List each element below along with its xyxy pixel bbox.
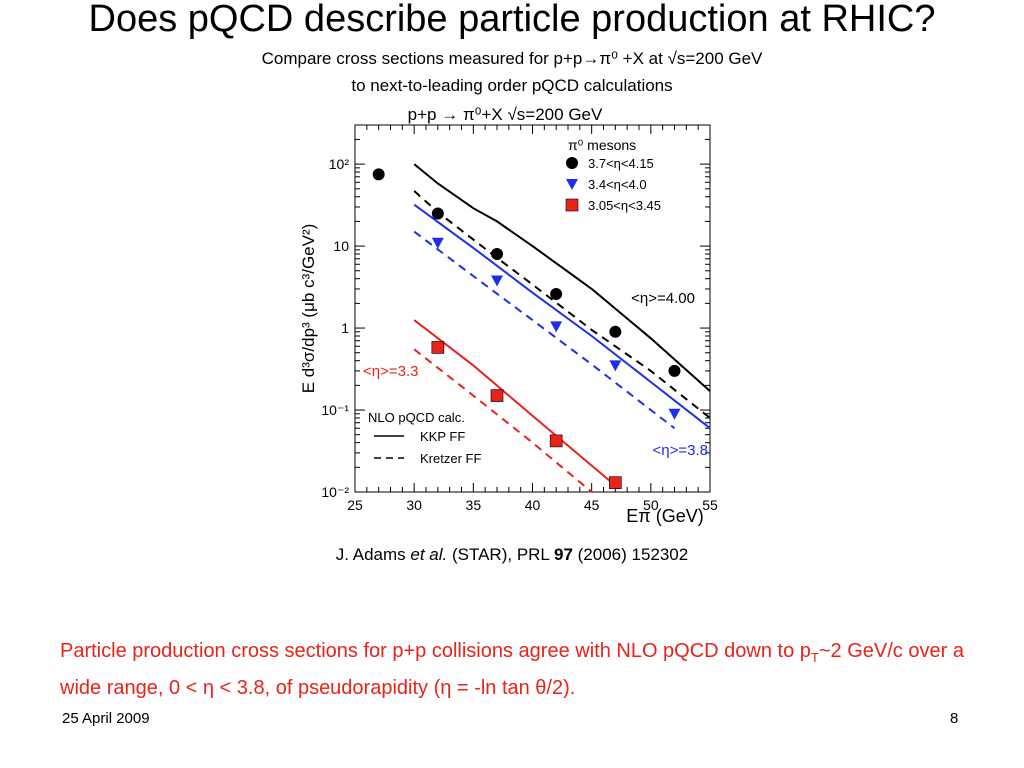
slide-title: Does pQCD describe particle production a… — [88, 0, 936, 40]
legend-label: 3.4<η<4.0 — [588, 177, 647, 192]
y-tick-label: 10² — [329, 156, 350, 172]
citation-mid: (STAR), PRL — [447, 545, 554, 564]
subtitle-line-2: to next-to-leading order pQCD calculatio… — [351, 76, 673, 95]
nlo-legend-title: NLO pQCD calc. — [368, 410, 465, 425]
data-point — [431, 207, 444, 220]
legend-label: 3.05<η<3.45 — [588, 198, 661, 213]
data-point — [491, 248, 503, 261]
x-tick-label: 30 — [406, 497, 422, 513]
y-tick-label: 1 — [341, 320, 349, 336]
nlo-curve — [413, 230, 676, 429]
legend-marker — [565, 198, 579, 212]
axis-labels: p+p → π⁰+X √s=200 GeV Eπ (GeV) E d³σ/dp³ (… — [299, 105, 708, 526]
x-tick-label: 35 — [466, 497, 482, 513]
data-point — [431, 237, 444, 249]
axes-frame: 25 30 35 40 45 50 55 10⁻² 10⁻¹ 1 10 10² — [321, 124, 718, 513]
data-point — [609, 476, 622, 489]
eta-annotation: <η>=3.8 — [653, 442, 708, 459]
nlo-curve — [413, 203, 711, 429]
citation-etal: et al. — [410, 545, 448, 564]
data-points — [372, 168, 681, 489]
plot-frame — [354, 124, 711, 493]
page-number: 8 — [950, 710, 959, 727]
conclusion-part2: ~2 GeV/c over a wide range, 0 < η < 3.8,… — [60, 640, 964, 699]
citation-tail: (2006) 152302 — [572, 545, 689, 564]
x-axis-label: Eπ (GeV) — [626, 506, 703, 526]
nlo-curve — [413, 190, 711, 419]
citation-volume: 97 — [553, 545, 573, 564]
citation-author: J. Adams — [335, 545, 411, 564]
nlo-curve — [413, 163, 711, 392]
nlo-legend-label: KKP FF — [420, 429, 465, 444]
data-point — [372, 168, 385, 181]
data-point — [490, 389, 504, 402]
y-axis-label: E d³σ/dp³ (μb c³/GeV²) — [299, 224, 318, 394]
citation: J. Adams et al. (STAR), PRL 97 (2006) 15… — [0, 545, 1024, 565]
y-tick-label: 10 — [333, 238, 349, 254]
legend: π⁰ mesons 3.7<η<4.15 3.4<η<4.0 3.05<η<3.45 N… — [368, 137, 661, 466]
x-tick-label: 25 — [347, 497, 363, 513]
data-point — [491, 275, 503, 287]
eta-annotation: <η>=3.3 — [363, 363, 418, 380]
legend-title: π⁰ mesons — [568, 137, 636, 153]
x-tick-label: 40 — [525, 497, 541, 513]
data-point — [549, 434, 563, 448]
data-point — [550, 288, 563, 301]
x-tick-label: 45 — [584, 497, 600, 513]
x-tick-label: 50 — [643, 497, 659, 513]
nlo-curve — [413, 348, 593, 493]
conclusion-subscript: T — [810, 650, 819, 665]
chart-title: p+p → π⁰+X √s=200 GeV — [408, 105, 603, 124]
data-point — [668, 364, 681, 377]
subtitle-line-1: Compare cross sections measured for p+p→… — [261, 49, 763, 68]
data-point — [431, 341, 445, 354]
conclusion-text: Particle production cross sections for p… — [60, 636, 980, 703]
y-tick-label: 10⁻¹ — [321, 402, 349, 418]
x-tick-label: 55 — [702, 497, 718, 513]
legend-label: 3.7<η<4.15 — [588, 156, 654, 171]
nlo-curve — [413, 319, 616, 487]
nlo-legend-label: Kretzer FF — [420, 451, 481, 466]
slide-date: 25 April 2009 — [62, 710, 150, 727]
data-point — [550, 321, 563, 333]
data-point — [609, 325, 622, 338]
conclusion-part1: Particle production cross sections for p… — [60, 640, 811, 662]
nlo-curves — [413, 163, 711, 493]
data-point — [668, 408, 681, 420]
y-tick-label: 10⁻² — [321, 484, 349, 500]
cross-section-chart: 25 30 35 40 45 50 55 10⁻² 10⁻¹ 1 10 10² p+p → π⁰+X … — [299, 105, 718, 526]
legend-marker — [566, 157, 578, 169]
data-point — [609, 360, 622, 372]
legend-marker — [566, 179, 578, 190]
eta-annotation: <η>=4.00 — [631, 290, 695, 307]
